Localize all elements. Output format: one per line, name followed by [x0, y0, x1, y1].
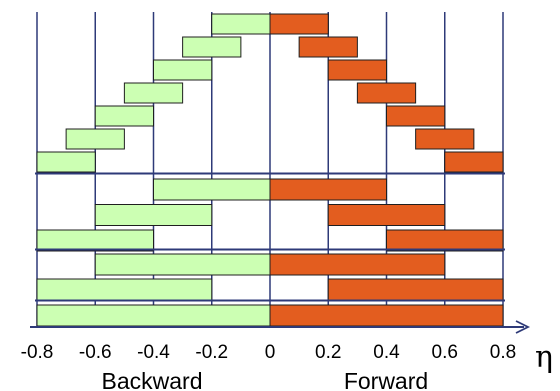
x-tick-labels: -0.8 -0.6 -0.4 -0.2 0 0.2 0.4 0.6 0.8 [21, 342, 517, 363]
x-tick-label-1: -0.6 [79, 342, 112, 363]
x-axis [30, 320, 531, 334]
group-separators [35, 172, 505, 302]
backward-bar-g0-r1 [182, 36, 242, 58]
backward-bar-g3-r0 [36, 304, 271, 327]
backward-bar-g0-r4 [94, 105, 154, 127]
backward-region-label: Backward [102, 368, 203, 391]
x-tick-label-5: 0.2 [315, 342, 341, 363]
forward-bar-g2-r1 [327, 278, 504, 301]
forward-bar-g1-r2 [386, 229, 504, 252]
x-tick-label-6: 0.4 [373, 342, 400, 363]
forward-bar-g0-r5 [415, 128, 475, 150]
backward-bar-g0-r0 [211, 13, 271, 35]
backward-bar-g2-r0 [94, 253, 271, 276]
forward-bar-g0-r3 [356, 82, 417, 104]
forward-region-label: Forward [344, 368, 428, 391]
forward-bar-g1-r1 [327, 204, 446, 226]
forward-bar-g2-r0 [269, 253, 446, 276]
backward-bar-g1-r1 [94, 204, 213, 226]
x-tick-label-7: 0.6 [432, 342, 458, 363]
backward-bar-g1-r0 [153, 178, 271, 201]
x-tick-label-2: -0.4 [137, 342, 170, 363]
backward-bar-g2-r1 [36, 278, 213, 301]
forward-bar-g0-r2 [327, 59, 387, 81]
backward-bar-g0-r5 [65, 128, 125, 150]
backward-bar-g0-r3 [123, 82, 184, 104]
backward-bar-g1-r2 [36, 229, 154, 252]
forward-bar-g0-r0 [269, 13, 329, 35]
x-tick-label-0: -0.8 [21, 342, 54, 363]
forward-bar-g0-r4 [386, 105, 446, 127]
forward-bar-g0-r6 [444, 151, 504, 173]
x-tick-label-4: 0 [265, 342, 276, 363]
backward-bar-g0-r2 [153, 59, 213, 81]
forward-bar-g3-r0 [269, 304, 504, 327]
x-axis-arrowhead [515, 320, 531, 334]
forward-bar-g1-r0 [269, 178, 387, 201]
x-tick-label-3: -0.2 [195, 342, 228, 363]
x-tick-label-8: 0.8 [490, 342, 516, 363]
bars-layer [36, 13, 504, 327]
x-axis-symbol: η [535, 340, 553, 375]
backward-bar-g0-r6 [36, 151, 96, 173]
forward-bar-g0-r1 [298, 36, 358, 58]
